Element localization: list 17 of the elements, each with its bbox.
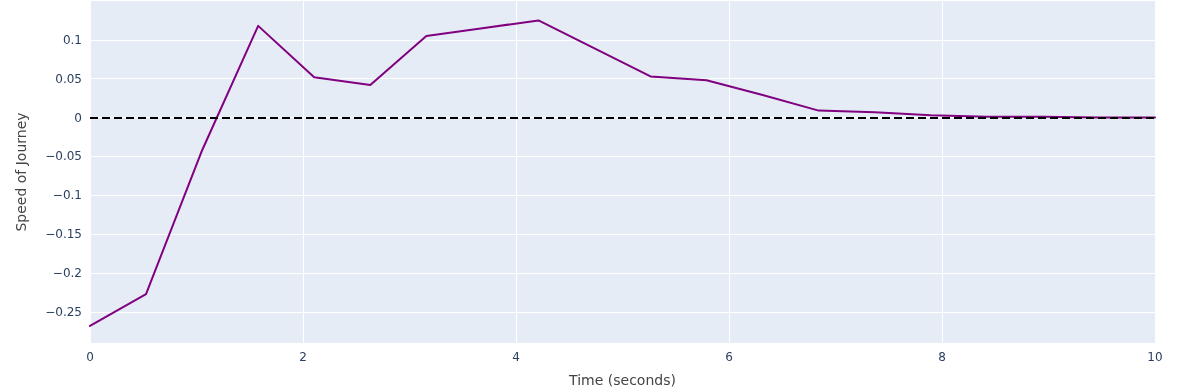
y-axis-title: Speed of Journey [13,112,29,232]
y-tick-label: 0.05 [55,71,82,86]
x-tick-label: 8 [938,350,946,364]
y-tick-label: −0.1 [52,188,82,203]
y-tick-label: −0.2 [52,266,82,281]
line-series [89,19,1156,327]
y-tick-label: 0 [74,110,82,125]
y-tick-label: −0.25 [45,304,82,319]
y-tick-label: 0.1 [62,32,82,47]
y-tick-label: −0.15 [45,227,82,242]
x-tick-label: 10 [1147,350,1163,364]
y-tick-label: −0.05 [45,149,82,164]
x-tick-label: 2 [299,350,307,364]
x-axis-title: Time (seconds) [568,372,676,388]
x-tick-label: 0 [86,350,94,364]
x-tick-label: 4 [512,350,520,364]
x-tick-label: 6 [725,350,733,364]
